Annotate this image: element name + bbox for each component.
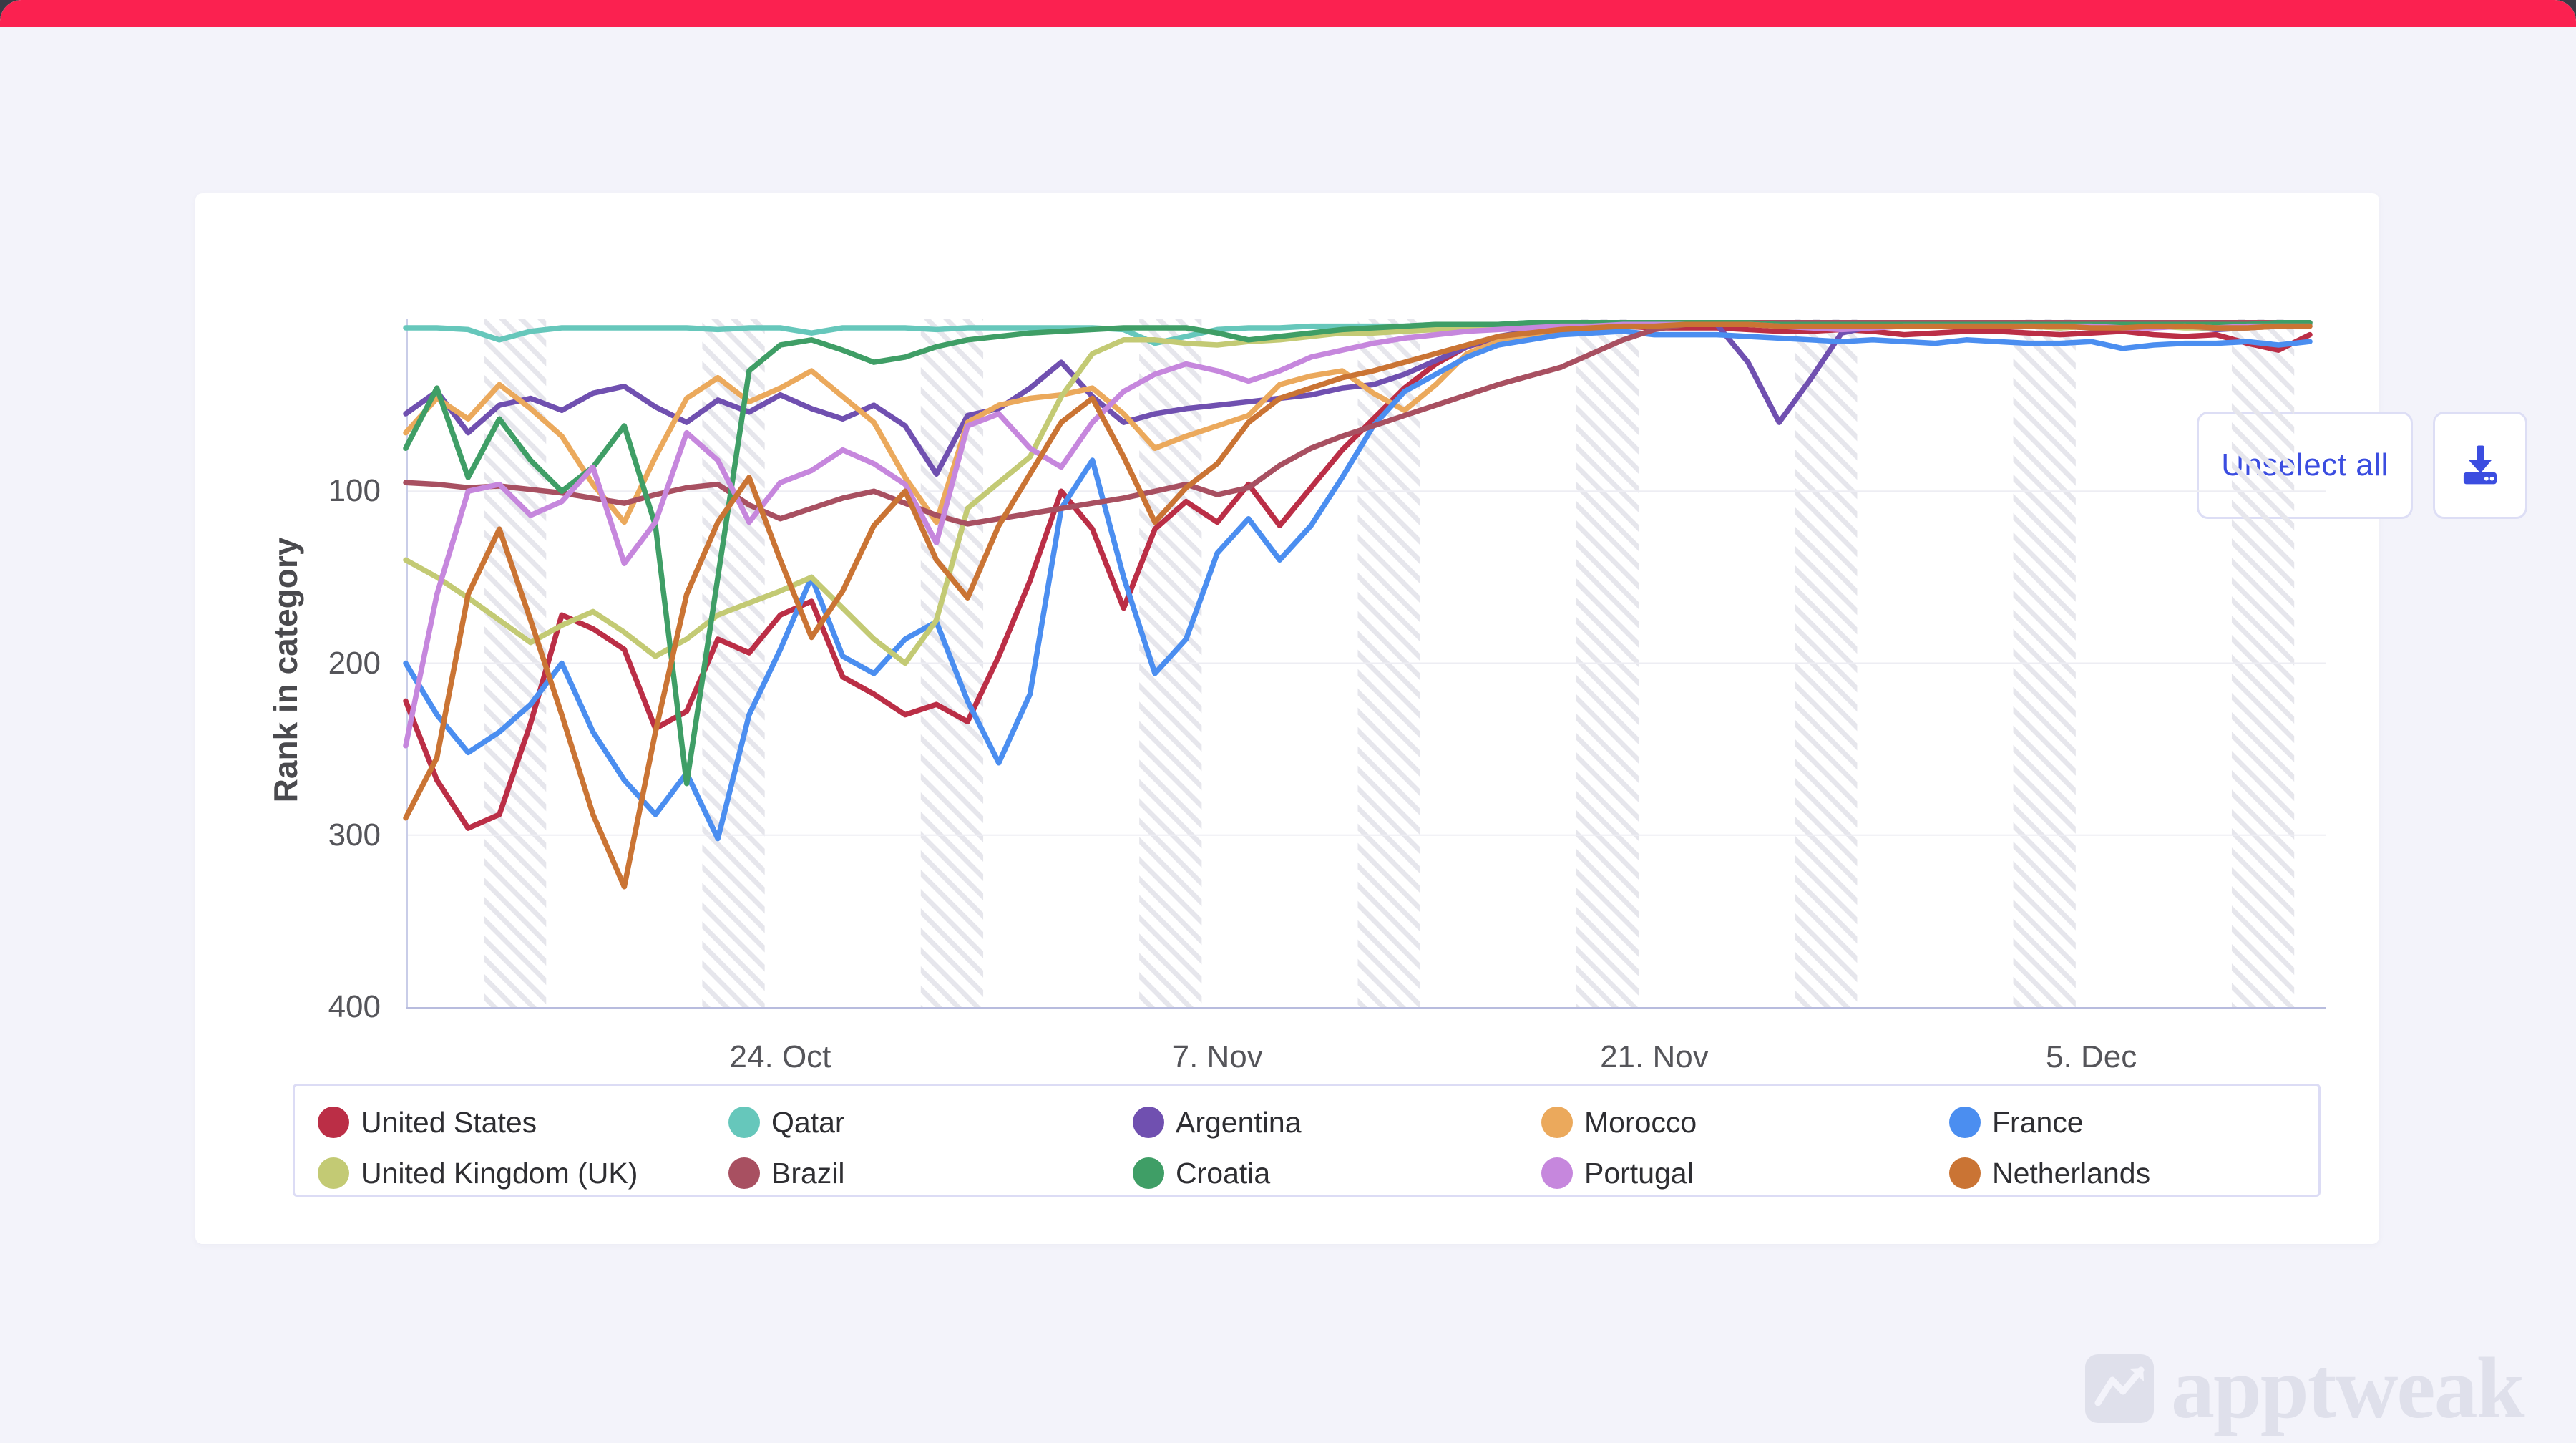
legend-item-qatar[interactable]: Qatar [728, 1104, 845, 1141]
legend-label: Netherlands [1992, 1157, 2151, 1190]
legend-item-netherlands[interactable]: Netherlands [1949, 1155, 2150, 1192]
legend-item-united-kingdom-uk[interactable]: United Kingdom (UK) [318, 1155, 638, 1192]
y-tick-label: 200 [328, 645, 381, 681]
legend-color-dot [1133, 1157, 1164, 1189]
x-tick-label: 5. Dec [2046, 1039, 2137, 1074]
y-tick-label: 100 [328, 473, 381, 509]
legend-item-argentina[interactable]: Argentina [1133, 1104, 1302, 1141]
x-tick-label: 24. Oct [729, 1039, 831, 1074]
download-icon [2457, 442, 2504, 489]
series-line-united-states[interactable] [403, 323, 2313, 831]
series-line-netherlands[interactable] [403, 321, 2313, 890]
legend-item-morocco[interactable]: Morocco [1541, 1104, 1697, 1141]
chart-legend: United States Qatar Argentina Morocco France… [293, 1084, 2321, 1197]
legend-label: Portugal [1584, 1157, 1694, 1190]
y-tick-label: 300 [328, 817, 381, 852]
legend-color-dot [728, 1157, 760, 1189]
legend-label: Brazil [771, 1157, 845, 1190]
legend-label: France [1992, 1106, 2084, 1139]
legend-label: Argentina [1176, 1106, 1302, 1139]
series-line-france[interactable] [403, 329, 2313, 842]
watermark-text: apptweak [2171, 1340, 2524, 1437]
legend-item-united-states[interactable]: United States [318, 1104, 537, 1141]
legend-label: Qatar [771, 1106, 845, 1139]
apptweak-logo-icon [2084, 1353, 2155, 1424]
y-tick-label: 400 [328, 989, 381, 1024]
legend-color-dot [1949, 1157, 1981, 1189]
legend-color-dot [318, 1107, 349, 1138]
x-tick-label: 7. Nov [1171, 1039, 1263, 1074]
legend-color-dot [1541, 1157, 1573, 1189]
legend-item-croatia[interactable]: Croatia [1133, 1155, 1270, 1192]
legend-label: United States [361, 1106, 537, 1139]
rank-line-chart[interactable] [403, 319, 2331, 1021]
legend-item-brazil[interactable]: Brazil [728, 1155, 845, 1192]
legend-label: Croatia [1176, 1157, 1271, 1190]
legend-color-dot [1949, 1107, 1981, 1138]
legend-color-dot [318, 1157, 349, 1189]
legend-label: Morocco [1584, 1106, 1697, 1139]
legend-color-dot [1133, 1107, 1164, 1138]
legend-item-france[interactable]: France [1949, 1104, 2084, 1141]
top-accent-bar [0, 0, 2576, 27]
legend-color-dot [1541, 1107, 1573, 1138]
legend-color-dot [728, 1107, 760, 1138]
x-tick-label: 21. Nov [1600, 1039, 1709, 1074]
legend-item-portugal[interactable]: Portugal [1541, 1155, 1694, 1192]
download-button[interactable] [2433, 412, 2527, 519]
watermark: apptweak [2084, 1340, 2524, 1437]
legend-label: United Kingdom (UK) [361, 1157, 638, 1190]
